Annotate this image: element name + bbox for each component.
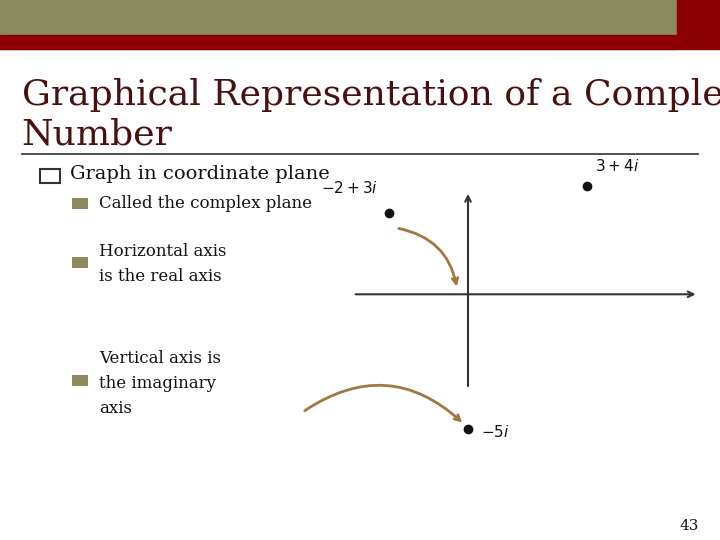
Bar — [0, 35, 677, 49]
Text: Graphical Representation of a Complex
Number: Graphical Representation of a Complex Nu… — [22, 78, 720, 152]
Text: $3 + 4i$: $3 + 4i$ — [595, 158, 640, 174]
Bar — [72, 198, 88, 209]
Bar — [72, 375, 88, 386]
Text: Horizontal axis
is the real axis: Horizontal axis is the real axis — [99, 243, 227, 285]
Text: 43: 43 — [679, 518, 698, 532]
Bar — [72, 257, 88, 268]
Text: Vertical axis is
the imaginary
axis: Vertical axis is the imaginary axis — [99, 350, 221, 417]
Text: Called the complex plane: Called the complex plane — [99, 195, 312, 212]
Text: $-5i$: $-5i$ — [481, 424, 510, 440]
Text: $-2 + 3i$: $-2 + 3i$ — [321, 180, 378, 196]
Bar — [40, 169, 60, 183]
Text: Graph in coordinate plane: Graph in coordinate plane — [70, 165, 330, 183]
Bar — [677, 0, 720, 49]
